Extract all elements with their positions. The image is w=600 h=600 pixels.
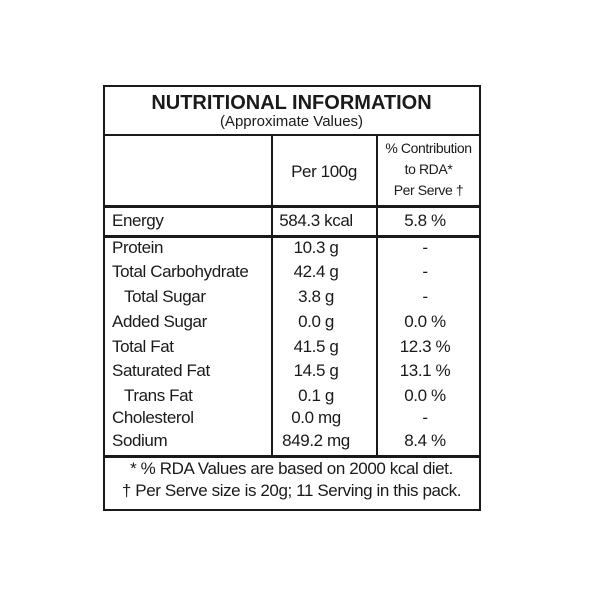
per-100g-value: 584.3 kcal: [279, 211, 353, 230]
nutrient-name: Total Fat: [112, 337, 174, 356]
nutrient-name: Sodium: [112, 431, 168, 450]
per-100g-value: 14.5 g: [293, 361, 339, 380]
per-100g-value: 0.0 g: [298, 312, 334, 331]
rda-value: 8.4 %: [404, 431, 446, 450]
rule: [103, 205, 480, 208]
rda-value: -: [422, 238, 428, 257]
label-border: [103, 85, 481, 511]
per-100g-value: 3.8 g: [298, 287, 334, 306]
column-divider: [376, 134, 378, 456]
rule: [103, 134, 480, 136]
nutrient-name: Trans Fat: [124, 386, 193, 405]
rda-value: 12.3 %: [399, 337, 451, 356]
rda-value: 13.1 %: [399, 361, 451, 380]
rda-value: 0.0 %: [404, 312, 446, 331]
column-header: % Contribution: [385, 140, 472, 156]
footnote: † Per Serve size is 20g; 11 Serving in t…: [121, 481, 462, 500]
rda-value: -: [422, 287, 428, 306]
nutrient-name: Added Sugar: [112, 312, 207, 331]
nutrient-name: Total Sugar: [124, 287, 206, 306]
per-100g-value: 10.3 g: [293, 238, 339, 257]
rda-value: 0.0 %: [404, 386, 446, 405]
per-100g-value: 0.1 g: [298, 386, 334, 405]
footnote: * % RDA Values are based on 2000 kcal di…: [130, 459, 453, 478]
rda-value: 5.8 %: [404, 211, 446, 230]
column-header: Per Serve †: [393, 182, 464, 198]
rda-value: -: [422, 408, 428, 427]
title: NUTRITIONAL INFORMATION: [151, 92, 432, 114]
per-100g-value: 849.2 mg: [282, 431, 350, 450]
column-header: to RDA*: [404, 161, 453, 177]
nutrient-name: Protein: [112, 238, 164, 257]
rule: [103, 235, 480, 238]
nutrient-name: Total Carbohydrate: [112, 262, 249, 281]
per-100g-value: 0.0 mg: [291, 408, 341, 427]
column-header: Per 100g: [291, 162, 357, 181]
nutrient-name: Energy: [112, 211, 164, 230]
nutrient-name: Saturated Fat: [112, 361, 210, 380]
rda-value: -: [422, 262, 428, 281]
per-100g-value: 41.5 g: [293, 337, 339, 356]
subtitle: (Approximate Values): [219, 113, 364, 130]
rule: [103, 455, 480, 458]
column-divider: [271, 134, 273, 456]
nutrient-name: Cholesterol: [112, 408, 194, 427]
per-100g-value: 42.4 g: [293, 262, 339, 281]
